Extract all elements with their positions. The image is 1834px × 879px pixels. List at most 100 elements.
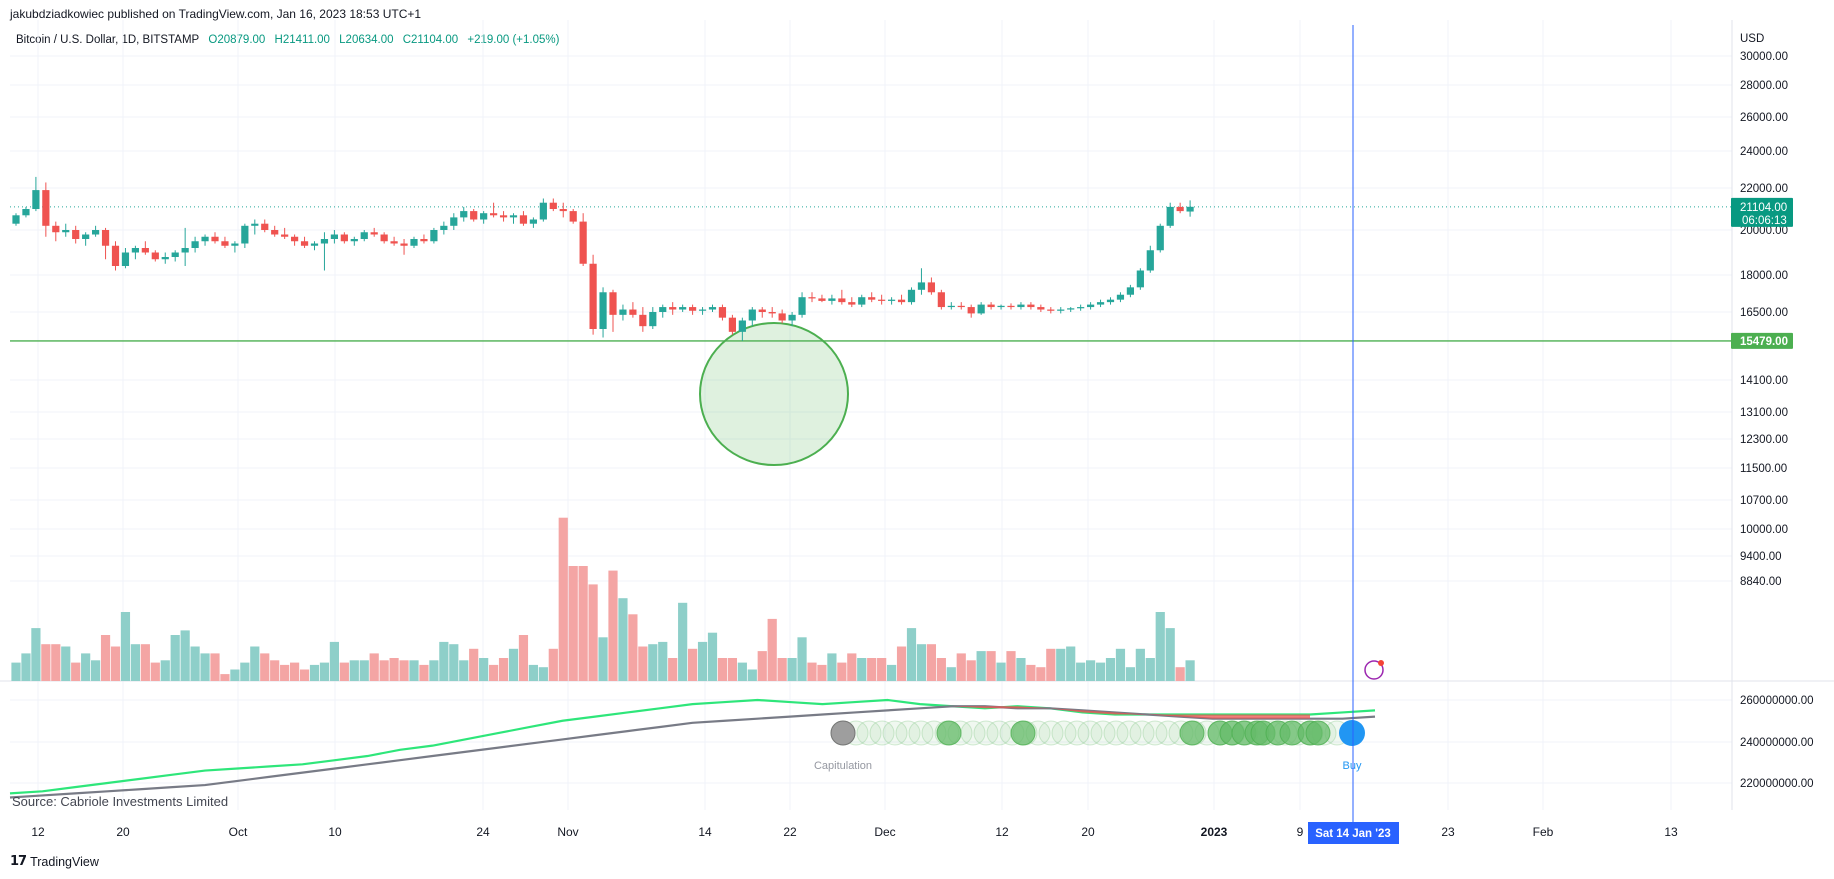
time-tick-label: 12 [995, 825, 1009, 839]
candle-body [788, 314, 796, 321]
candle-body [1166, 206, 1174, 226]
highlight-circle [699, 322, 849, 466]
candle-body [241, 225, 249, 244]
volume-bar [210, 653, 220, 681]
candle-body [191, 241, 199, 248]
candle-body [300, 241, 309, 246]
volume-bar [130, 644, 140, 681]
volume-bar [638, 646, 648, 681]
candle-body [818, 298, 826, 301]
volume-bar [827, 653, 837, 681]
price-tick-label: 28000.00 [1740, 80, 1788, 92]
volume-bar [727, 658, 737, 681]
volume-bar [767, 618, 777, 681]
candle-body [868, 297, 876, 300]
candle-body [778, 313, 786, 321]
candle-body [698, 309, 707, 311]
volume-bar [379, 660, 389, 681]
candle-body [101, 230, 110, 246]
candle-body [708, 307, 717, 310]
volume-bar [1006, 651, 1016, 681]
volume-bar [110, 646, 121, 681]
candle-body [679, 307, 687, 310]
signal-dot-faint [856, 720, 882, 746]
buy-signal-dot [1339, 720, 1365, 746]
candle-body [1106, 299, 1115, 303]
volume-bar [389, 658, 399, 681]
time-tick-label: 9 [1297, 825, 1304, 839]
candle-body [171, 252, 179, 257]
volume-bar [260, 653, 270, 681]
volume-bar [817, 664, 827, 681]
candle-body [111, 245, 120, 266]
volume-bar [479, 658, 489, 681]
volume-bar [618, 598, 628, 681]
tradingview-logo[interactable]: 17 TradingView [10, 854, 99, 869]
candle-body [221, 241, 229, 246]
published-by-line: jakubdziadkowiec published on TradingVie… [10, 7, 422, 21]
volume-bar [439, 641, 449, 681]
candle-body [251, 223, 259, 226]
candle-body [291, 236, 299, 242]
volume-bar [528, 664, 538, 681]
candle-body [927, 282, 935, 293]
volume-bar [359, 660, 369, 681]
signal-dot-faint [1090, 720, 1116, 746]
capitulation-label: Capitulation [814, 760, 872, 772]
volume-bar [986, 651, 996, 681]
signal-dot-faint [1051, 720, 1077, 746]
volume-bar [299, 669, 310, 681]
price-tick-label: 16500.00 [1740, 307, 1788, 319]
candle-body [281, 234, 289, 237]
candle-body [559, 209, 567, 212]
candle-body [1136, 270, 1144, 288]
volume-bar [966, 660, 976, 681]
price-tick-label: 13100.00 [1740, 407, 1788, 419]
volume-bar [230, 669, 240, 681]
candle-body [629, 309, 637, 315]
symbol-name[interactable]: Bitcoin / U.S. Dollar, 1D, BITSTAMP [16, 34, 200, 46]
candle-body [420, 239, 428, 242]
indicator-tick-label: 220000000.00 [1740, 778, 1814, 790]
signal-dot-faint [908, 720, 934, 746]
volume-bar [31, 628, 41, 681]
time-tick-label: Oct [229, 825, 248, 839]
candle-body [917, 282, 926, 290]
candle-body [42, 190, 50, 226]
change-value: +219.00 (+1.05%) [467, 34, 560, 46]
candle-body [987, 304, 995, 308]
volume-bar [180, 630, 190, 681]
volume-bar [518, 635, 529, 681]
volume-bar [369, 653, 379, 681]
volume-bar [578, 566, 588, 681]
signal-dot-faint [1142, 720, 1168, 746]
candle-body [599, 292, 607, 329]
candle-body [1077, 307, 1085, 309]
volume-bar [658, 641, 668, 681]
volume-bar [71, 662, 81, 681]
indicator-line [9, 698, 1376, 795]
candle-body [907, 289, 916, 303]
signal-dot-faint [869, 720, 895, 746]
candle-body [539, 202, 547, 220]
volume-bar [877, 658, 887, 681]
high-value: H21411.00 [274, 34, 330, 46]
volume-bar [697, 641, 708, 681]
candle-body [330, 234, 338, 239]
candle-body [718, 307, 727, 318]
volume-bar [857, 658, 867, 681]
price-tick-label: 30000.00 [1740, 51, 1788, 63]
price-tick-label: 20000.00 [1740, 225, 1788, 237]
volume-bar [747, 669, 757, 681]
volume-bar [1105, 658, 1116, 681]
support-price-badge [1731, 332, 1793, 349]
volume-bar [190, 646, 200, 681]
currency-label: USD [1740, 33, 1765, 45]
signal-dot-faint [1077, 720, 1103, 746]
volume-bar [996, 662, 1006, 681]
candle-body [1017, 304, 1025, 308]
candle-body [360, 232, 368, 239]
volume-bar [319, 662, 330, 681]
volume-bar [787, 658, 797, 681]
